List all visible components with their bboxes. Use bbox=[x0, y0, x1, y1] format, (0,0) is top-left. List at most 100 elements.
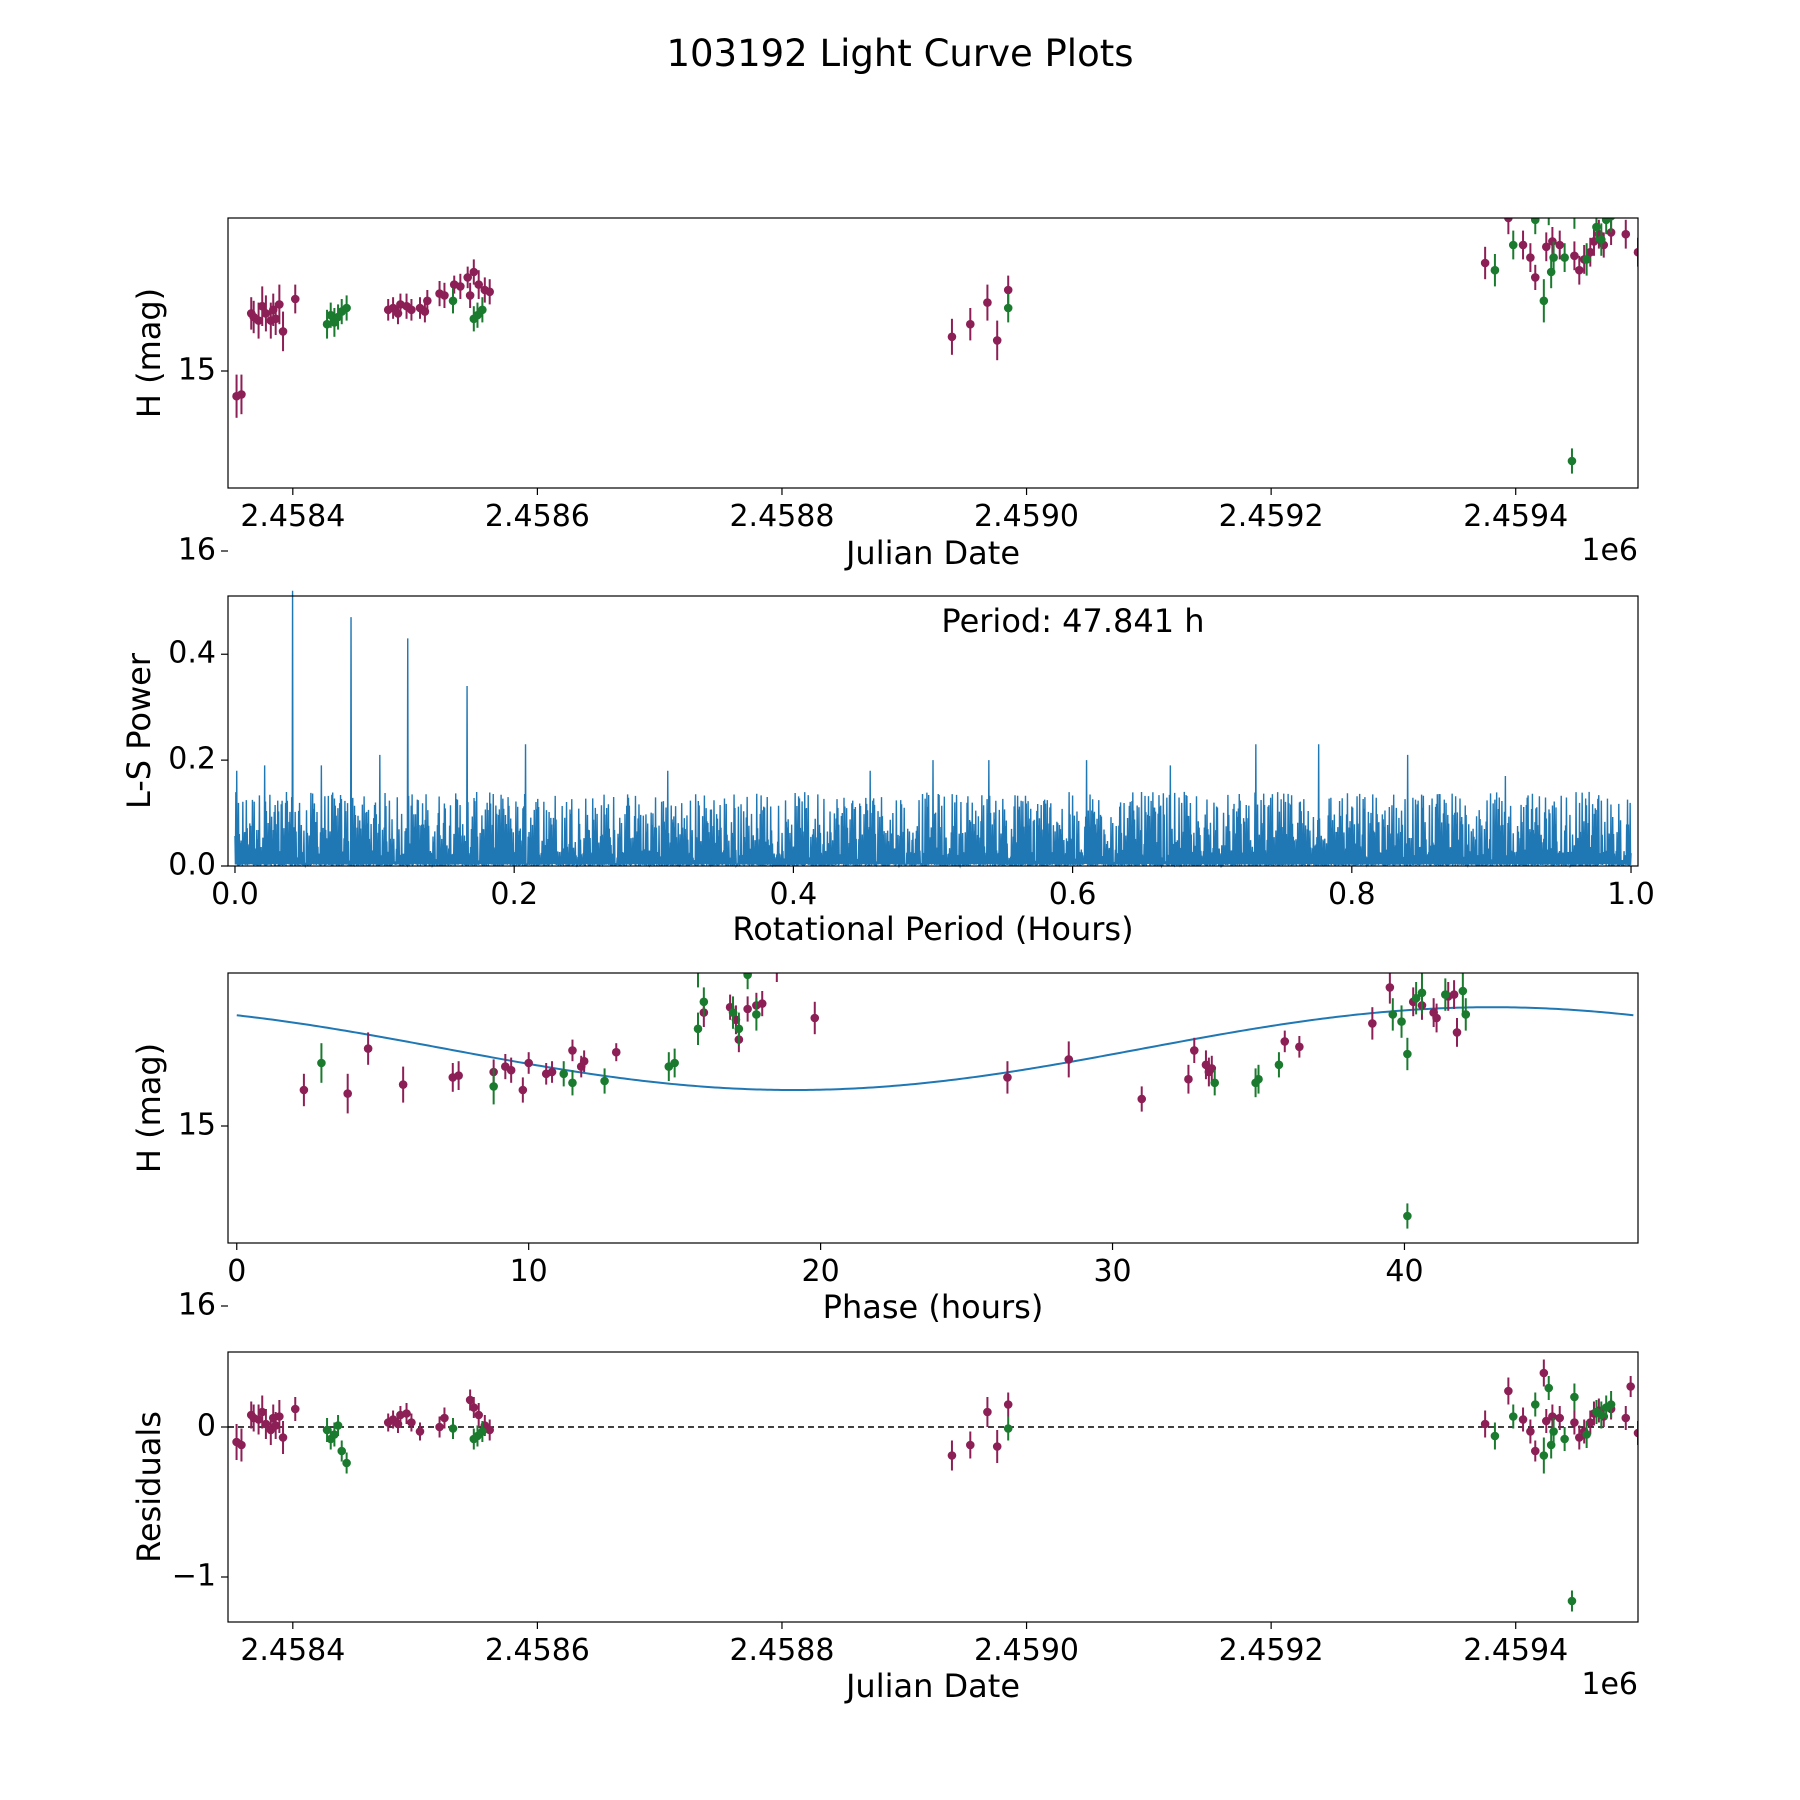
band_a-point bbox=[1530, 273, 1540, 282]
band_b-point bbox=[1560, 253, 1569, 262]
residuals-points bbox=[228, 1359, 1638, 1612]
x-tick-label: 2.4586 bbox=[485, 499, 590, 534]
x-tick-label: 0.0 bbox=[211, 877, 259, 912]
band_a-point bbox=[1064, 1055, 1074, 1064]
phase-folded-ticks: 0 10 20 30 40 15 16 bbox=[178, 1108, 1424, 1323]
band_a-point bbox=[1518, 240, 1528, 250]
band_b-point bbox=[1530, 218, 1540, 225]
band_a-point bbox=[1633, 247, 1638, 257]
band_a-point bbox=[237, 390, 246, 399]
band_a-point bbox=[1003, 1073, 1012, 1082]
band_a-point bbox=[1368, 1019, 1377, 1028]
band_b-point bbox=[1601, 218, 1611, 225]
band_a-point bbox=[275, 300, 284, 309]
band_a-point bbox=[407, 305, 416, 315]
band_a-point bbox=[1504, 1386, 1513, 1396]
band_b-point bbox=[489, 1082, 498, 1091]
band_a-point bbox=[423, 296, 432, 306]
band_a-point bbox=[271, 1421, 280, 1430]
band_b-point bbox=[559, 1069, 569, 1079]
band_b-point bbox=[1530, 1400, 1540, 1409]
x-tick-label: 30 bbox=[1093, 1254, 1131, 1289]
band_b-point bbox=[1403, 1049, 1412, 1059]
band_b-point bbox=[333, 1421, 343, 1430]
light-curve-ticks: 2.4584 2.4586 2.4588 2.4590 2.4592 2.4594 15 16 bbox=[178, 353, 1568, 568]
band_a-point bbox=[1432, 1013, 1441, 1023]
band_b-point bbox=[337, 1446, 347, 1456]
band_a-point bbox=[440, 291, 449, 300]
x-tick-label: 2.4594 bbox=[1463, 1633, 1568, 1668]
band_a-point bbox=[1570, 251, 1579, 261]
band_b-point bbox=[1592, 222, 1601, 232]
band_a-point bbox=[465, 1395, 475, 1405]
band_b-point bbox=[1490, 1431, 1500, 1441]
band_a-point bbox=[271, 314, 280, 324]
band_a-point bbox=[435, 1422, 444, 1432]
band_a-point bbox=[402, 1409, 411, 1418]
periodogram-panel: 0.0 0.2 0.4 0.6 0.8 1.0 0.0 0.2 0.4 Period: 47.8… bbox=[120, 590, 1655, 948]
band_b-point bbox=[1003, 303, 1013, 313]
band_b-point bbox=[1539, 1451, 1549, 1460]
band_a-point bbox=[1621, 229, 1631, 239]
x-tick-label: 2.4584 bbox=[240, 499, 345, 534]
band_b-point bbox=[1570, 208, 1579, 217]
band_b-point bbox=[1606, 1400, 1616, 1409]
band_a-point bbox=[343, 1089, 352, 1098]
band_a-point bbox=[947, 332, 957, 342]
figure-title: 103192 Light Curve Plots bbox=[666, 32, 1133, 75]
x-tick-label: 20 bbox=[802, 1254, 840, 1289]
band_a-point bbox=[1526, 253, 1535, 262]
band_b-point bbox=[1582, 255, 1591, 264]
x-tick-label: 10 bbox=[510, 1254, 548, 1289]
light-curve-offset-text: 1e6 bbox=[1581, 533, 1638, 568]
x-tick-label: 0.6 bbox=[1049, 877, 1097, 912]
periodogram-ticks: 0.0 0.2 0.4 0.6 0.8 1.0 0.0 0.2 0.4 bbox=[168, 636, 1655, 912]
band_a-point bbox=[299, 1085, 309, 1095]
band_b-point bbox=[322, 1425, 332, 1435]
band_a-point bbox=[773, 963, 782, 972]
band_a-point bbox=[743, 1004, 752, 1014]
band_a-point bbox=[810, 1013, 820, 1023]
x-tick-label: 2.4592 bbox=[1219, 1633, 1324, 1668]
band_a-point bbox=[456, 282, 465, 291]
band_b-point bbox=[1417, 988, 1427, 998]
band_b-point bbox=[1570, 1392, 1579, 1402]
band_b-point bbox=[1567, 456, 1577, 466]
band_b-point bbox=[1458, 986, 1468, 996]
y-tick-label: 0.2 bbox=[168, 742, 216, 777]
band_a-point bbox=[254, 1415, 263, 1424]
band_a-point bbox=[398, 1080, 408, 1089]
light-curve-points bbox=[232, 208, 1638, 474]
period-annotation: Period: 47.841 h bbox=[941, 602, 1204, 640]
y-tick-label: 16 bbox=[178, 533, 216, 568]
band_b-point bbox=[693, 1024, 703, 1034]
band_a-point bbox=[965, 1440, 975, 1450]
band_b-point bbox=[1210, 1078, 1220, 1088]
phase-folded-points bbox=[236, 963, 1634, 1229]
band_a-point bbox=[237, 1440, 246, 1450]
band_a-point bbox=[983, 298, 992, 307]
light-curve-xlabel: Julian Date bbox=[844, 534, 1020, 572]
x-tick-label: 2.4584 bbox=[240, 1633, 345, 1668]
band_a-point bbox=[1385, 983, 1395, 992]
band_a-point bbox=[1003, 1400, 1013, 1409]
band_a-point bbox=[611, 1047, 621, 1057]
band_a-point bbox=[463, 273, 472, 282]
phase-folded-ylabel: H (mag) bbox=[130, 1043, 168, 1173]
x-tick-label: 0.2 bbox=[490, 877, 538, 912]
band_b-point bbox=[568, 1078, 577, 1088]
band_a-point bbox=[1626, 1382, 1635, 1391]
band_b-point bbox=[752, 1010, 761, 1019]
y-tick-label: 15 bbox=[178, 1108, 216, 1143]
band_a-point bbox=[1548, 237, 1557, 246]
periodogram-xlabel: Rotational Period (Hours) bbox=[732, 910, 1133, 948]
band_a-point bbox=[1555, 240, 1565, 250]
band_a-point bbox=[579, 1056, 589, 1066]
band_a-point bbox=[506, 1065, 516, 1075]
band_b-point bbox=[670, 1058, 679, 1068]
residuals-offset-text: 1e6 bbox=[1581, 1667, 1638, 1702]
band_b-point bbox=[1254, 1074, 1263, 1084]
band_a-point bbox=[1586, 247, 1595, 257]
band_a-point bbox=[1575, 265, 1584, 275]
band_b-point bbox=[728, 1008, 738, 1017]
